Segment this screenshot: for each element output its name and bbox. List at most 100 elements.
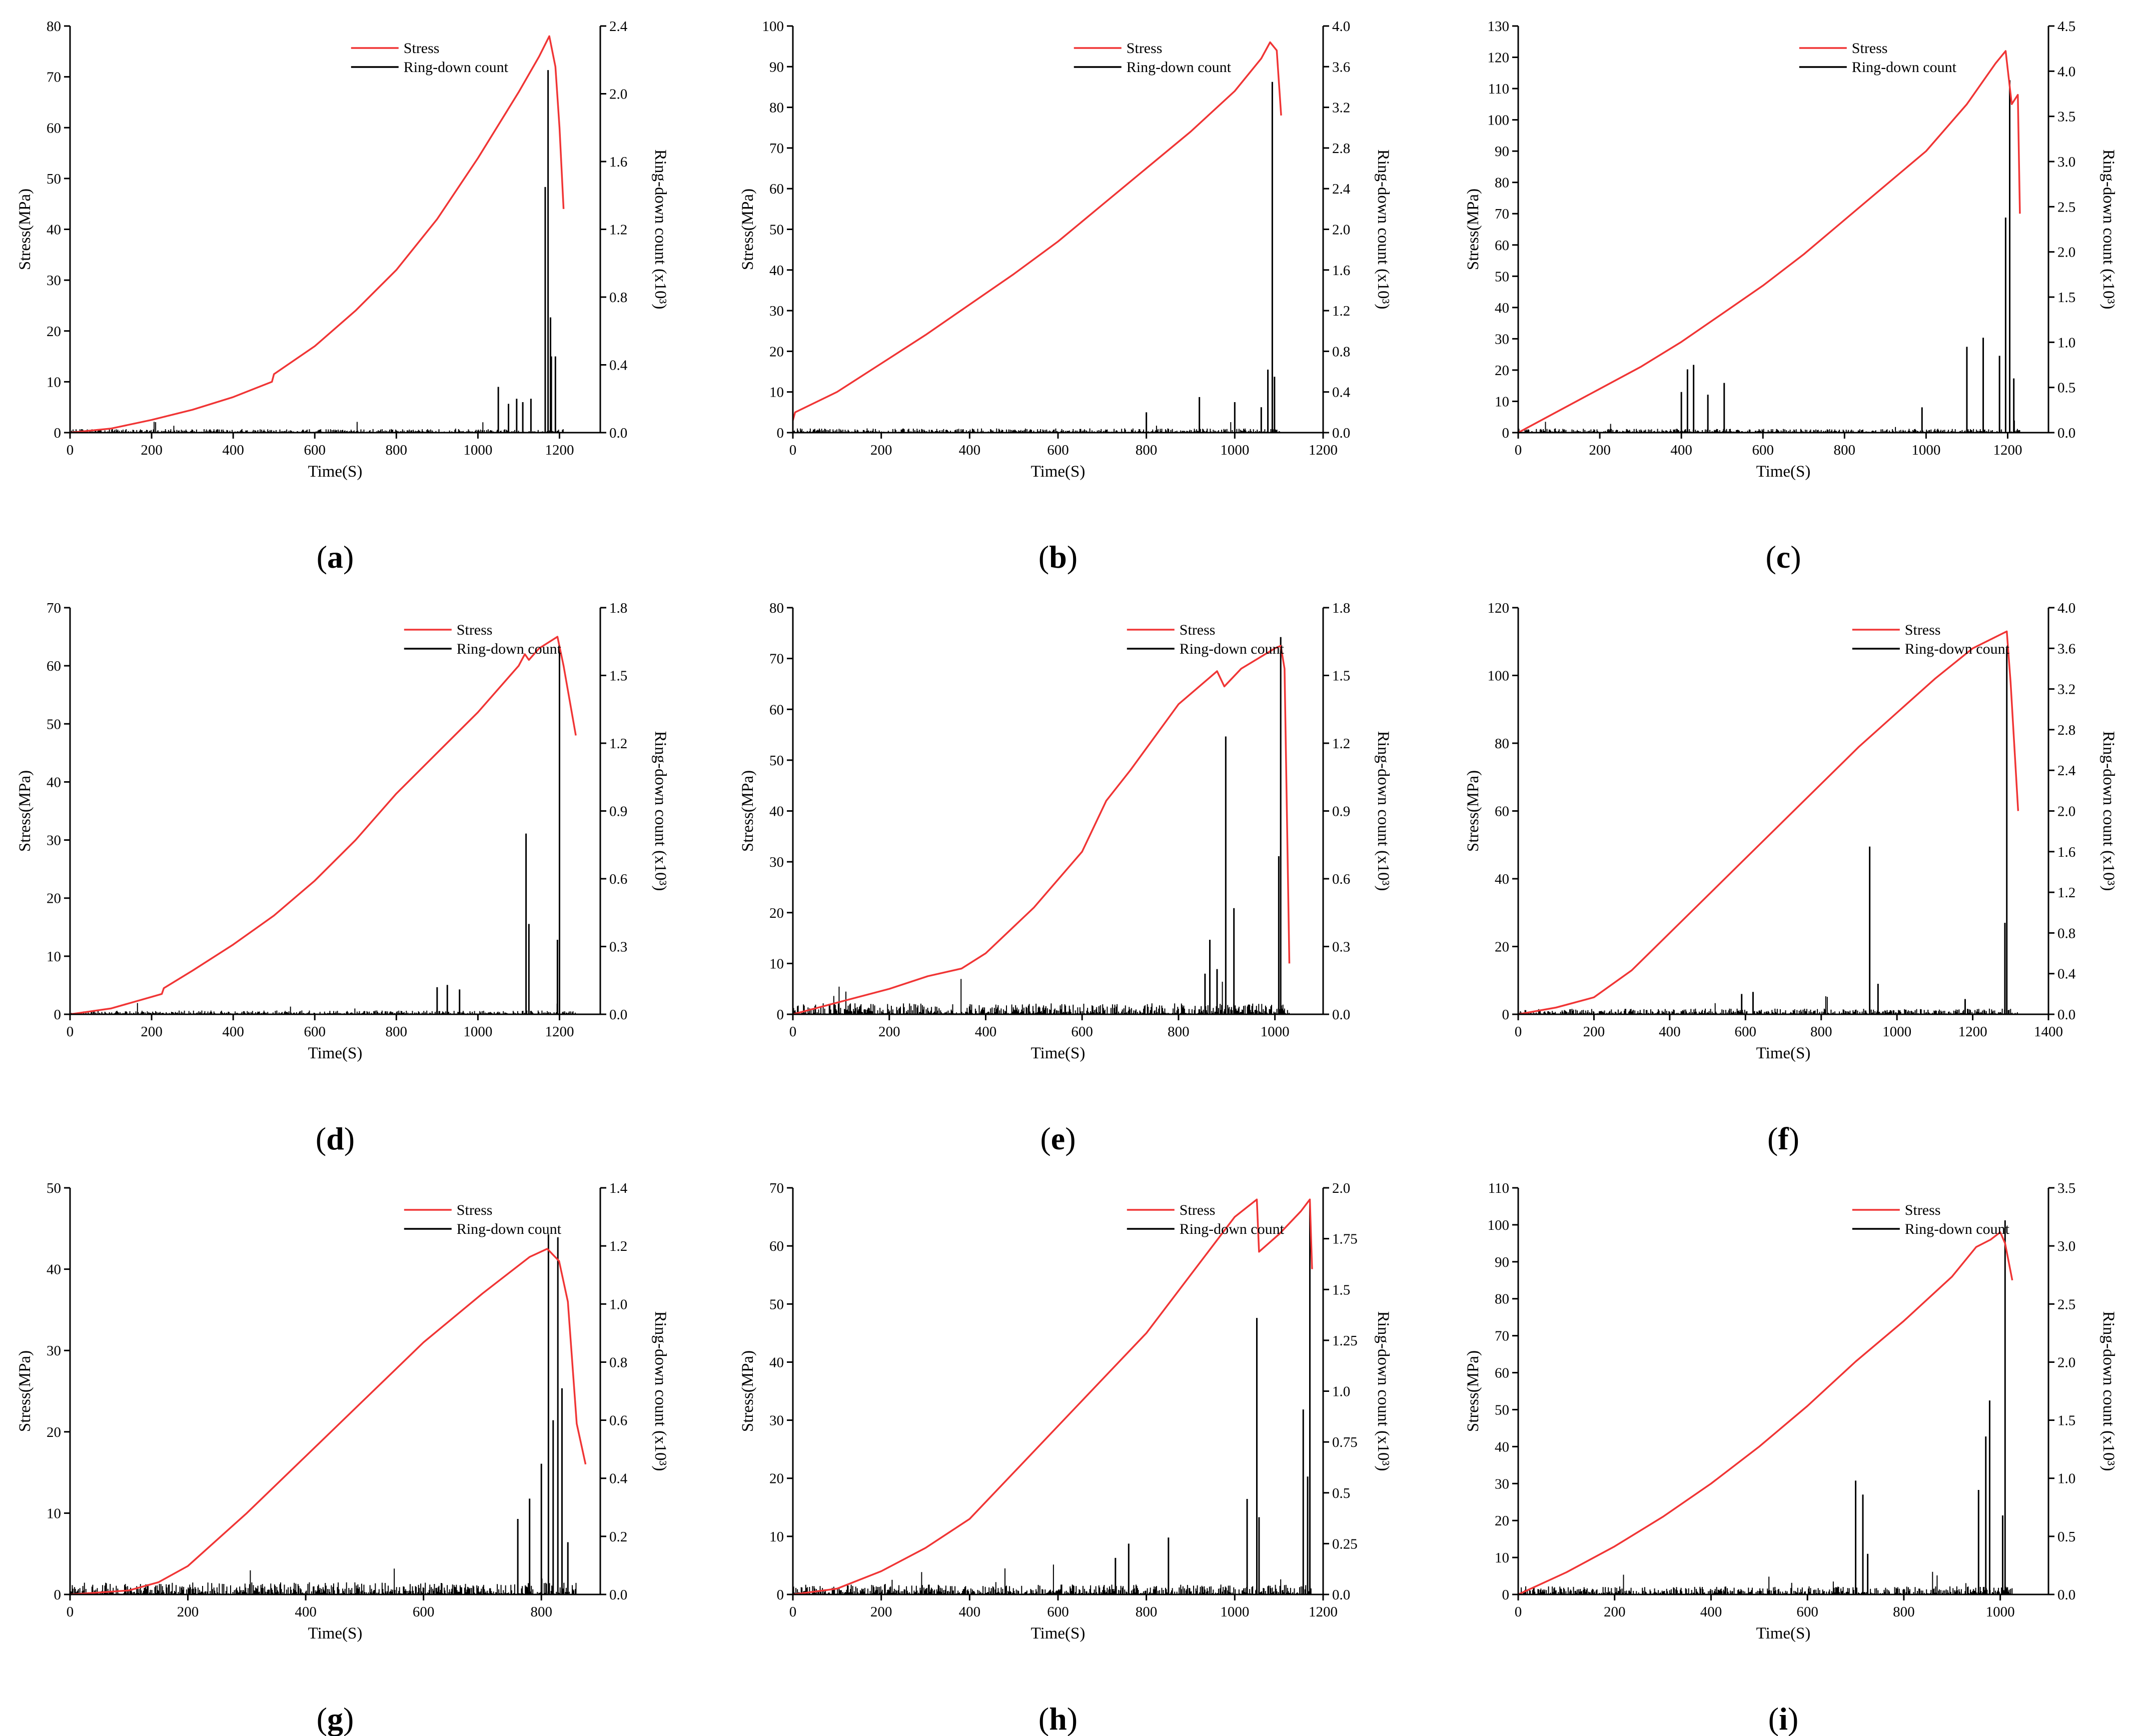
y-right-tick-label-7: 2.8 bbox=[1332, 141, 1350, 157]
y-left-tick-label-0: 0 bbox=[777, 1587, 784, 1603]
y-right-tick-label-2: 0.5 bbox=[1332, 1485, 1350, 1501]
y-left-tick-label-8: 80 bbox=[1495, 175, 1509, 191]
y-right-tick-label-3: 1.2 bbox=[2057, 885, 2075, 901]
x-axis-title: Time(S) bbox=[1031, 1624, 1086, 1642]
x-tick-label-1: 200 bbox=[1604, 1604, 1626, 1620]
y-right-axis-title: Ring-down count (x10³) bbox=[651, 150, 669, 310]
chart-panel-e: 0 200 400 600 800 1000 0 10 20 30 40 50 60 70 80 0.0 0.3… bbox=[739, 600, 1392, 1156]
y-right-tick-label-5: 2.0 bbox=[1332, 222, 1350, 238]
y-left-axis-title: Stress(MPa) bbox=[1464, 189, 1482, 270]
x-tick-label-3: 600 bbox=[304, 442, 326, 458]
y-left-tick-label-0: 0 bbox=[1502, 425, 1510, 441]
y-left-tick-label-3: 30 bbox=[1495, 331, 1509, 347]
y-right-tick-label-3: 1.5 bbox=[2057, 290, 2075, 306]
chart-panel-f: 0 200 400 600 800 1000 1200 1400 0 20 40 60 80 100 120… bbox=[1464, 600, 2117, 1156]
y-right-tick-label-6: 1.5 bbox=[1332, 1282, 1350, 1298]
y-right-tick-label-4: 1.6 bbox=[609, 154, 627, 170]
x-tick-label-4: 800 bbox=[1168, 1024, 1190, 1040]
y-right-tick-label-9: 4.5 bbox=[2057, 19, 2075, 35]
x-tick-label-5: 1000 bbox=[1220, 442, 1249, 458]
y-left-tick-label-5: 50 bbox=[769, 1296, 784, 1312]
y-right-tick-label-0: 0.0 bbox=[2057, 1587, 2075, 1603]
x-tick-label-3: 600 bbox=[1071, 1024, 1093, 1040]
y-left-tick-label-6: 60 bbox=[769, 181, 784, 197]
x-tick-label-3: 600 bbox=[1047, 1604, 1069, 1620]
y-left-tick-label-3: 30 bbox=[47, 1343, 61, 1359]
y-right-tick-label-6: 2.4 bbox=[1332, 181, 1351, 197]
y-left-axis-title: Stress(MPa) bbox=[16, 770, 34, 852]
y-right-tick-label-5: 2.0 bbox=[2057, 804, 2075, 820]
y-right-axis-title: Ring-down count (x10³) bbox=[1374, 150, 1392, 310]
x-tick-label-0: 0 bbox=[1515, 442, 1522, 458]
stress-line bbox=[1518, 630, 2019, 1015]
y-right-tick-label-0: 0.0 bbox=[609, 1587, 627, 1603]
y-right-tick-label-6: 2.4 bbox=[2057, 763, 2076, 779]
y-right-tick-label-0: 0.0 bbox=[2057, 425, 2075, 441]
y-right-tick-label-10: 4.0 bbox=[2057, 600, 2075, 616]
x-tick-label-2: 400 bbox=[222, 442, 244, 458]
x-tick-label-0: 0 bbox=[789, 442, 797, 458]
y-right-tick-label-2: 0.8 bbox=[1332, 344, 1350, 360]
y-left-tick-label-9: 90 bbox=[1495, 1254, 1509, 1270]
y-right-tick-label-3: 0.6 bbox=[609, 1413, 627, 1429]
y-left-tick-label-4: 40 bbox=[769, 263, 784, 279]
stress-line bbox=[70, 1248, 587, 1595]
legend-ring-down-label: Ring-down count bbox=[457, 641, 562, 657]
x-axis-title: Time(S) bbox=[1756, 463, 1811, 481]
y-right-tick-label-0: 0.0 bbox=[1332, 1007, 1350, 1023]
y-left-tick-label-2: 20 bbox=[47, 324, 61, 340]
x-tick-label-6: 1200 bbox=[545, 1024, 574, 1040]
y-right-tick-label-4: 1.2 bbox=[1332, 736, 1350, 752]
y-right-tick-label-1: 0.4 bbox=[2057, 966, 2076, 982]
x-tick-label-3: 600 bbox=[1047, 442, 1069, 458]
y-right-tick-label-4: 2.0 bbox=[2057, 1354, 2075, 1370]
y-left-tick-label-1: 10 bbox=[1495, 394, 1509, 410]
x-tick-label-1: 200 bbox=[1589, 442, 1611, 458]
x-tick-label-4: 800 bbox=[386, 442, 408, 458]
x-axis-title: Time(S) bbox=[1031, 463, 1086, 481]
x-tick-label-5: 1000 bbox=[1911, 442, 1940, 458]
x-tick-label-2: 400 bbox=[959, 1604, 981, 1620]
y-left-tick-label-1: 10 bbox=[47, 949, 61, 965]
y-left-tick-label-2: 20 bbox=[769, 344, 784, 360]
y-right-tick-label-2: 0.8 bbox=[609, 290, 627, 306]
y-left-tick-label-4: 40 bbox=[1495, 300, 1509, 316]
x-tick-label-1: 200 bbox=[141, 1024, 163, 1040]
chart-panel-b: 0 200 400 600 800 1000 1200 0 10 20 30 40 50 60 70 80 90… bbox=[739, 19, 1392, 575]
y-right-tick-label-8: 4.0 bbox=[2057, 64, 2075, 80]
y-left-tick-label-2: 20 bbox=[1495, 1513, 1509, 1529]
x-axis-title: Time(S) bbox=[308, 1624, 363, 1642]
y-right-tick-label-5: 1.5 bbox=[1332, 668, 1350, 684]
y-left-tick-label-6: 60 bbox=[1495, 238, 1509, 254]
legend-stress-label: Stress bbox=[404, 40, 440, 57]
panel-label: (a) bbox=[317, 539, 354, 575]
ring-down-noise-bars bbox=[70, 1568, 577, 1594]
y-right-tick-label-5: 1.5 bbox=[609, 668, 627, 684]
ring-down-noise-bars bbox=[1518, 420, 2020, 433]
y-left-tick-label-7: 70 bbox=[47, 600, 61, 616]
legend-stress-label: Stress bbox=[1180, 1202, 1216, 1218]
y-left-tick-label-3: 30 bbox=[47, 273, 61, 289]
legend-stress-label: Stress bbox=[457, 1202, 493, 1218]
y-left-tick-label-8: 80 bbox=[47, 19, 61, 35]
y-left-tick-label-6: 60 bbox=[47, 120, 61, 136]
y-right-axis-title: Ring-down count (x10³) bbox=[2099, 150, 2117, 310]
stress-line bbox=[70, 636, 577, 1015]
x-tick-label-6: 1200 bbox=[1958, 1024, 1987, 1040]
y-right-tick-label-3: 0.75 bbox=[1332, 1434, 1358, 1450]
x-tick-label-5: 1000 bbox=[463, 442, 492, 458]
stress-line bbox=[792, 41, 1282, 421]
ring-down-noise-bars bbox=[793, 979, 1290, 1014]
stress-line bbox=[792, 1198, 1313, 1595]
y-right-axis-title: Ring-down count (x10³) bbox=[2099, 731, 2117, 891]
y-right-tick-label-4: 1.2 bbox=[609, 736, 627, 752]
y-left-tick-label-3: 30 bbox=[769, 854, 784, 870]
x-axis-title: Time(S) bbox=[1756, 1044, 1811, 1062]
y-left-tick-label-7: 70 bbox=[1495, 206, 1509, 222]
x-tick-label-2: 400 bbox=[959, 442, 981, 458]
x-tick-label-2: 400 bbox=[1670, 442, 1692, 458]
y-left-tick-label-12: 120 bbox=[1488, 50, 1510, 66]
panel-label: (h) bbox=[1038, 1701, 1078, 1736]
y-right-tick-label-0: 0.0 bbox=[609, 425, 627, 441]
